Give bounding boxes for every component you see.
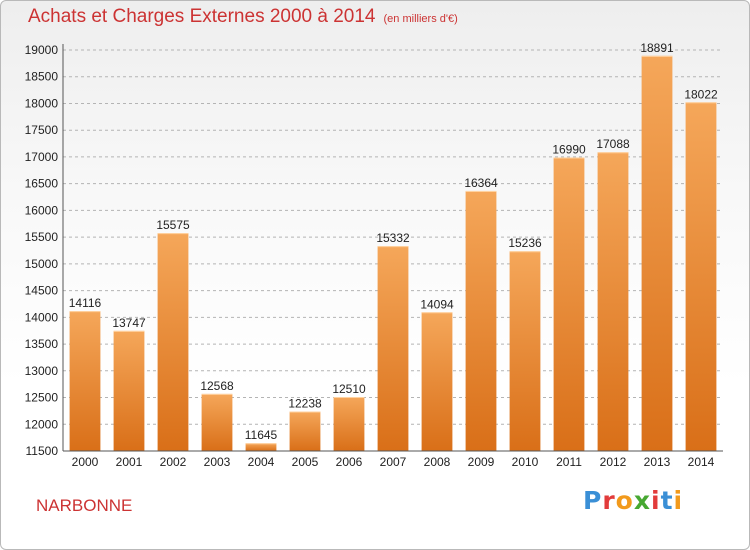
x-tick-label: 2013 xyxy=(644,455,671,469)
logo-letter: P xyxy=(583,486,603,515)
x-tick-label: 2003 xyxy=(204,455,231,469)
bar[interactable] xyxy=(69,311,101,451)
x-tick-label: 2011 xyxy=(556,455,582,469)
bar[interactable] xyxy=(685,102,717,451)
logo-letter: o xyxy=(615,486,634,515)
bar[interactable] xyxy=(333,396,365,451)
data-label: 16990 xyxy=(552,142,586,156)
data-label: 15575 xyxy=(156,218,190,232)
data-label: 17088 xyxy=(596,137,630,151)
x-tick-label: 2004 xyxy=(248,455,275,469)
logo-letter: t xyxy=(660,486,674,515)
bar[interactable] xyxy=(157,233,189,451)
x-tick-label: 2001 xyxy=(116,455,143,469)
data-label: 15332 xyxy=(376,231,410,245)
y-tick-label: 17000 xyxy=(25,150,59,164)
y-tick-labels: 11500 12000 12500 13000 13500 14000 14500 15000… xyxy=(25,43,59,458)
logo-letter: x xyxy=(633,486,651,515)
x-tick-label: 2007 xyxy=(380,455,407,469)
bar[interactable] xyxy=(641,55,673,451)
data-label: 18891 xyxy=(640,41,674,55)
x-tick-label: 2010 xyxy=(512,455,539,469)
y-tick-label: 13500 xyxy=(25,337,59,351)
bar[interactable] xyxy=(597,152,629,451)
bars xyxy=(69,55,717,451)
bar[interactable] xyxy=(245,443,277,451)
chart-title: Achats et Charges Externes 2000 à 2014 (e… xyxy=(28,6,458,28)
logo-letter: i xyxy=(673,486,684,515)
x-tick-labels: 2000 2001 2002 2003 2004 2005 2006 2007 2008 2009… xyxy=(72,455,715,469)
bar[interactable] xyxy=(113,330,145,451)
bar[interactable] xyxy=(377,246,409,451)
x-tick-label: 2014 xyxy=(688,455,715,469)
axes xyxy=(62,44,723,452)
y-tick-label: 13000 xyxy=(25,364,59,378)
x-tick-label: 2005 xyxy=(292,455,319,469)
y-tick-label: 19000 xyxy=(25,43,59,57)
y-tick-label: 12000 xyxy=(25,417,59,431)
x-tick-label: 2000 xyxy=(72,455,99,469)
data-label: 12568 xyxy=(200,379,234,393)
logo-letter: i xyxy=(651,486,661,515)
city-name: NARBONNE xyxy=(36,496,133,515)
data-label: 14116 xyxy=(69,296,102,310)
data-label: 14094 xyxy=(420,297,454,311)
x-tick-label: 2012 xyxy=(600,455,627,469)
y-tick-label: 15000 xyxy=(25,257,59,271)
y-tick-label: 11500 xyxy=(26,444,59,458)
x-tick-label: 2006 xyxy=(336,455,363,469)
y-tick-label: 14000 xyxy=(25,310,59,324)
x-tick-label: 2009 xyxy=(468,455,495,469)
y-tick-label: 14500 xyxy=(25,284,59,298)
y-tick-label: 17500 xyxy=(25,123,59,137)
data-label: 12238 xyxy=(288,397,322,411)
data-label: 13747 xyxy=(112,316,146,330)
x-tick-label: 2008 xyxy=(424,455,451,469)
data-label: 11645 xyxy=(245,428,278,442)
data-label: 15236 xyxy=(508,236,542,250)
y-tick-label: 18000 xyxy=(25,96,59,110)
x-tick-label: 2002 xyxy=(160,455,187,469)
y-tick-label: 18500 xyxy=(25,70,59,84)
chart-subtitle: (en milliers d'€) xyxy=(383,13,458,25)
data-label: 12510 xyxy=(332,382,366,396)
bar[interactable] xyxy=(553,157,585,451)
bar[interactable] xyxy=(465,190,497,451)
y-tick-label: 12500 xyxy=(25,391,59,405)
bar[interactable] xyxy=(289,411,321,451)
bar[interactable] xyxy=(509,251,541,451)
data-labels: 14116 13747 15575 12568 11645 12238 12510 15332… xyxy=(69,41,718,442)
y-tick-label: 16500 xyxy=(25,177,59,191)
y-tick-label: 16000 xyxy=(25,203,59,217)
chart-title-text: Achats et Charges Externes 2000 à 2014 xyxy=(28,6,376,27)
data-label: 18022 xyxy=(684,87,718,101)
y-tick-label: 15500 xyxy=(25,230,59,244)
bar[interactable] xyxy=(421,312,453,451)
proxiti-logo[interactable]: Proxiti xyxy=(583,486,683,515)
bar[interactable] xyxy=(201,393,233,451)
data-label: 16364 xyxy=(464,176,498,190)
logo-letter: r xyxy=(602,486,616,515)
